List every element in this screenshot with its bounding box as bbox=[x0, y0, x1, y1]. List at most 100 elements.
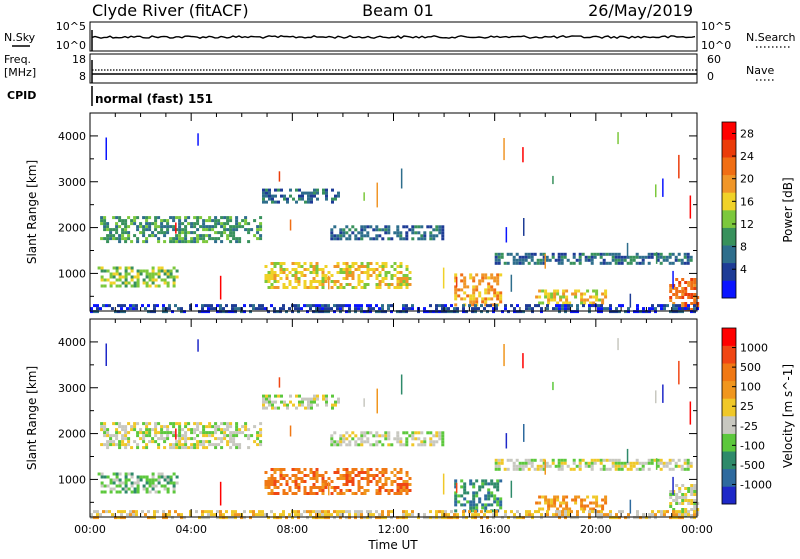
echo-cell bbox=[318, 283, 322, 286]
echo-cell bbox=[675, 513, 678, 517]
echo-cell bbox=[429, 443, 433, 447]
echo-cell bbox=[93, 304, 96, 308]
echo-cell bbox=[118, 478, 122, 482]
echo-cell bbox=[264, 483, 268, 486]
echo-cell bbox=[399, 443, 403, 447]
echo-cell bbox=[674, 464, 678, 468]
echo-cell bbox=[157, 475, 161, 479]
echo-cell bbox=[381, 262, 385, 265]
echo-cell bbox=[180, 310, 183, 314]
echo-cell bbox=[484, 300, 488, 304]
echo-cell bbox=[295, 394, 298, 398]
echo-cell bbox=[539, 258, 543, 262]
echo-cell bbox=[226, 422, 230, 426]
echo-cell bbox=[560, 467, 564, 471]
echo-cell bbox=[366, 480, 370, 483]
echo-cell bbox=[472, 291, 476, 295]
echo-cell bbox=[318, 489, 322, 492]
echo-cell bbox=[369, 513, 372, 517]
echo-cell bbox=[558, 304, 561, 308]
freq-panel-frame bbox=[89, 53, 698, 84]
echo-cell bbox=[273, 274, 277, 277]
echo-cell bbox=[462, 510, 465, 514]
echo-cell bbox=[318, 268, 322, 271]
echo-cell bbox=[490, 297, 494, 301]
echo-cell bbox=[544, 292, 548, 296]
echo-cell bbox=[154, 219, 158, 223]
echo-cell bbox=[369, 510, 372, 514]
echo-cell bbox=[672, 310, 675, 314]
echo-cell bbox=[124, 484, 128, 488]
echo-cell bbox=[256, 434, 260, 438]
echo-cell bbox=[339, 477, 343, 480]
echo-cell bbox=[226, 425, 230, 429]
echo-cell bbox=[662, 255, 666, 259]
echo-cell bbox=[124, 272, 128, 276]
echo-cell bbox=[426, 225, 430, 229]
echo-cell bbox=[172, 266, 176, 270]
echo-cell bbox=[348, 237, 352, 241]
echo-cell bbox=[399, 489, 403, 492]
echo-cell bbox=[109, 490, 113, 494]
echo-cell bbox=[402, 283, 406, 286]
echo-cell bbox=[633, 516, 636, 520]
echo-streak bbox=[678, 360, 680, 385]
echo-cell bbox=[681, 293, 685, 296]
echo-cell bbox=[582, 304, 585, 308]
echo-cell bbox=[330, 443, 334, 447]
echo-cell bbox=[528, 510, 531, 514]
echo-cell bbox=[262, 188, 265, 192]
echo-cell bbox=[157, 225, 161, 229]
echo-cell bbox=[423, 237, 427, 241]
echo-cell bbox=[103, 222, 107, 226]
echo-cell bbox=[163, 231, 167, 235]
echo-cell bbox=[611, 258, 615, 262]
echo-cell bbox=[333, 280, 337, 283]
echo-cell bbox=[175, 275, 179, 279]
echo-cell bbox=[322, 397, 325, 401]
colorbar-tick-label: 20 bbox=[740, 173, 754, 186]
echo-cell bbox=[563, 458, 567, 462]
echo-cell bbox=[336, 486, 340, 489]
echo-cell bbox=[497, 252, 501, 256]
echo-cell bbox=[460, 485, 464, 489]
echo-cell bbox=[342, 304, 345, 308]
echo-cell bbox=[354, 262, 358, 265]
echo-cell bbox=[363, 471, 367, 474]
echo-cell bbox=[542, 255, 546, 259]
echo-cell bbox=[408, 228, 412, 232]
echo-cell bbox=[232, 437, 236, 441]
echo-cell bbox=[139, 272, 143, 276]
echo-cell bbox=[145, 434, 149, 438]
echo-cell bbox=[99, 307, 102, 311]
echo-cell bbox=[259, 225, 263, 229]
echo-cell bbox=[689, 461, 693, 465]
echo-cell bbox=[454, 303, 458, 307]
echo-cell bbox=[495, 510, 498, 514]
echo-cell bbox=[681, 516, 684, 520]
echo-cell bbox=[315, 486, 319, 489]
echo-cell bbox=[115, 422, 119, 426]
echo-cell bbox=[450, 516, 453, 520]
echo-cell bbox=[683, 261, 687, 265]
echo-cell bbox=[201, 516, 204, 520]
echo-cell bbox=[348, 440, 352, 444]
echo-cell bbox=[121, 487, 125, 491]
echo-cell bbox=[681, 290, 685, 293]
echo-cell bbox=[175, 440, 179, 444]
echo-cell bbox=[659, 255, 663, 259]
echo-streak bbox=[175, 428, 177, 440]
echo-cell bbox=[681, 511, 685, 514]
echo-cell bbox=[166, 272, 170, 276]
echo-cell bbox=[636, 516, 639, 520]
echo-cell bbox=[127, 443, 131, 447]
echo-cell bbox=[136, 478, 140, 482]
echo-cell bbox=[214, 216, 218, 220]
echo-cell bbox=[160, 225, 164, 229]
echo-cell bbox=[405, 265, 409, 268]
echo-cell bbox=[103, 216, 107, 220]
echo-cell bbox=[542, 464, 546, 468]
echo-cell bbox=[163, 234, 167, 238]
echo-cell bbox=[629, 461, 633, 465]
echo-cell bbox=[681, 508, 685, 511]
